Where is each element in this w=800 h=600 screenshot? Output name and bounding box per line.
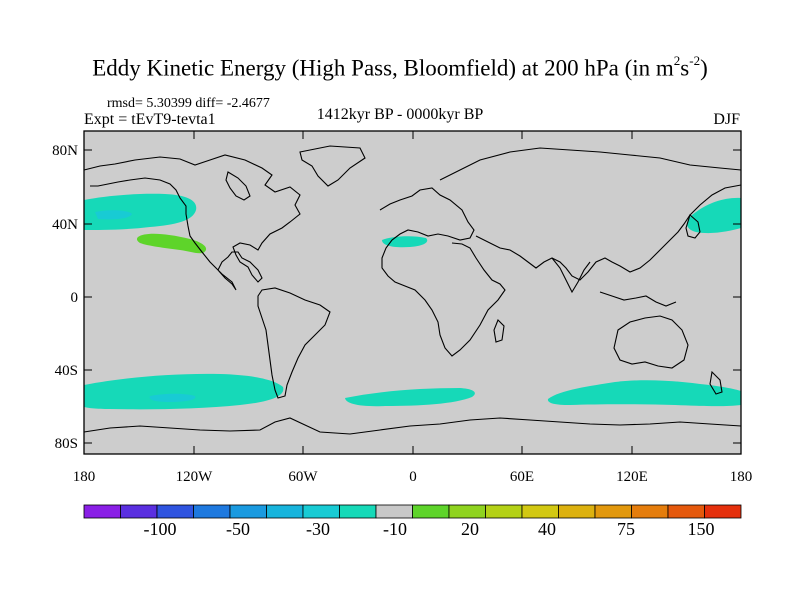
south-indian-anomaly (547, 380, 741, 407)
southeast-asia-islands (599, 291, 677, 307)
colorbar-swatch (266, 504, 304, 519)
longitude-labels: 180 120W 60W 0 60E 120E 180 (73, 469, 753, 485)
colorbar-swatch (375, 504, 413, 519)
colorbar-swatch (631, 504, 669, 519)
lat-label-40n: 40N (52, 217, 78, 233)
colorbar-label: 75 (617, 519, 635, 539)
colorbar-swatch (412, 504, 450, 519)
colorbar-label: -100 (144, 519, 177, 539)
coastlines (83, 145, 742, 435)
lon-label-60e: 60E (510, 469, 534, 485)
colorbar-swatch (156, 504, 194, 519)
lon-label-0: 0 (409, 469, 417, 485)
lon-label-180w: 180 (73, 469, 96, 485)
lat-label-80s: 80S (55, 436, 78, 452)
lon-label-60w: 60W (288, 469, 318, 485)
colorbar-swatch (521, 504, 559, 519)
colorbar-swatch (229, 504, 267, 519)
south-pacific-core-anomaly (149, 393, 196, 402)
colorbar-label: 20 (461, 519, 479, 539)
new-zealand (709, 370, 723, 395)
colorbar-swatch (120, 504, 158, 519)
colorbar-label: 150 (688, 519, 715, 539)
colorbar-label: -50 (226, 519, 250, 539)
antarctica-coast (83, 417, 742, 435)
australia (613, 315, 689, 369)
lat-label-0: 0 (71, 290, 79, 306)
colorbar-label: -30 (306, 519, 330, 539)
latitude-labels: 80N 40N 0 40S 80S (52, 143, 78, 452)
eurasia-coast (439, 147, 742, 281)
japan (685, 214, 701, 239)
stats-label: rmsd= 5.30399 diff= -2.4677 (107, 96, 270, 111)
south-america-coast (257, 287, 331, 399)
colorbar-swatch (302, 504, 340, 519)
colorbar-swatch (594, 504, 632, 519)
season-label: DJF (713, 111, 740, 128)
colorbar-swatch (83, 504, 121, 519)
period-label: 1412kyr BP - 0000kyr BP (316, 106, 484, 123)
lon-label-180e: 180 (730, 469, 753, 485)
colorbar-swatch (558, 504, 596, 519)
colorbar (83, 504, 742, 519)
colorbar-swatch (704, 504, 742, 519)
greenland (299, 145, 366, 187)
plot-title: Eddy Kinetic Energy (High Pass, Bloomfie… (92, 53, 708, 81)
lat-label-80n: 80N (52, 143, 78, 159)
colorbar-swatch (339, 504, 377, 519)
south-atlantic-anomaly (345, 388, 475, 407)
colorbar-swatch (448, 504, 486, 519)
lon-label-120e: 120E (616, 469, 648, 485)
lat-label-40s: 40S (55, 363, 78, 379)
north-pacific-west-anomaly (687, 197, 741, 234)
lon-label-120w: 120W (176, 469, 214, 485)
colorbar-labels: -100 -50 -30 -10 20 40 75 150 (144, 519, 715, 539)
experiment-label: Expt = tEvT9-tevta1 (84, 111, 216, 128)
colorbar-label: -10 (383, 519, 407, 539)
north-pacific-core-anomaly (95, 210, 132, 220)
north-america-coast (83, 154, 301, 291)
europe-africa-coast (379, 187, 506, 357)
colorbar-swatch (193, 504, 231, 519)
colorbar-swatch (667, 504, 705, 519)
axis-ticks (83, 131, 742, 454)
north-pacific-east-anomaly (84, 193, 197, 230)
south-pacific-anomaly (84, 373, 284, 410)
hudson-bay (225, 171, 251, 201)
india (551, 257, 591, 294)
east-pacific-positive-anomaly (136, 233, 207, 254)
colorbar-swatch (485, 504, 523, 519)
madagascar (493, 319, 505, 343)
colorbar-label: 40 (538, 519, 556, 539)
